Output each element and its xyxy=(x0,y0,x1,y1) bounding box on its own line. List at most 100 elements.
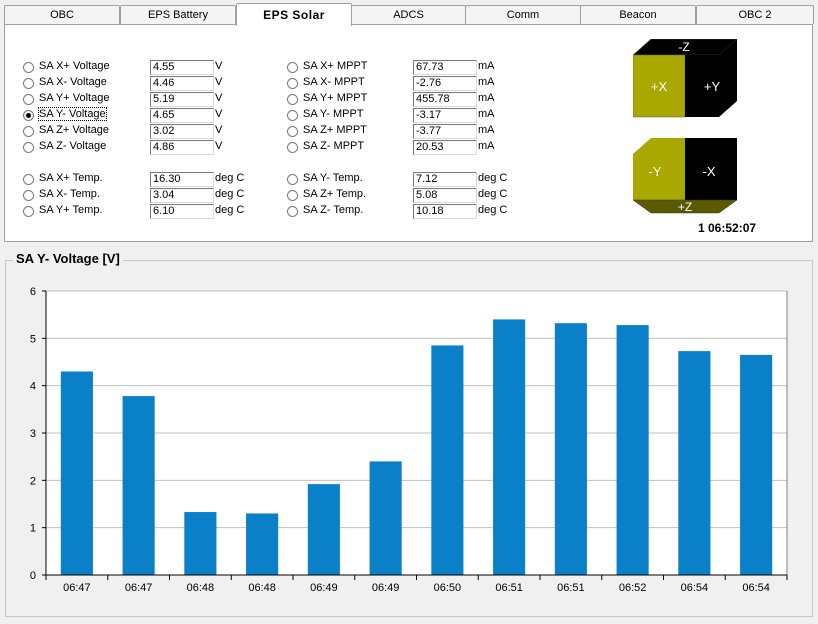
unit-sa-z-voltage: V xyxy=(215,124,223,136)
y-tick-label: 2 xyxy=(30,475,36,487)
radio-sa-y-voltage[interactable] xyxy=(23,110,34,121)
bar xyxy=(307,484,340,575)
tab-strip: OBC EPS Battery EPS Solar ADCS Comm Beacon OBC… xyxy=(4,3,814,26)
radio-sa-x-mppt[interactable] xyxy=(287,78,298,89)
value-sa-x-mppt: -2.76 xyxy=(413,76,477,91)
value-sa-x-temp: 16.30 xyxy=(150,172,214,187)
unit-sa-y-mppt: mA xyxy=(478,108,495,120)
radio-sa-x-voltage[interactable] xyxy=(23,78,34,89)
unit-sa-z-mppt: mA xyxy=(478,124,495,136)
unit-sa-x-mppt: mA xyxy=(478,76,495,88)
label-sa-y-voltage[interactable]: SA Y+ Voltage xyxy=(39,92,110,104)
tab-obc-2[interactable]: OBC 2 xyxy=(696,5,814,24)
tab-obc[interactable]: OBC xyxy=(4,5,120,24)
label-sa-x-mppt[interactable]: SA X- MPPT xyxy=(303,76,365,88)
radio-sa-z-voltage[interactable] xyxy=(23,142,34,153)
bar xyxy=(122,396,155,575)
label-sa-z-mppt[interactable]: SA Z- MPPT xyxy=(303,140,365,152)
x-tick-label: 06:47 xyxy=(63,582,91,594)
radio-sa-z-temp[interactable] xyxy=(287,190,298,201)
bar xyxy=(493,319,526,575)
tab-eps-battery[interactable]: EPS Battery xyxy=(120,5,236,24)
x-tick-label: 06:48 xyxy=(248,582,276,594)
cube-bottom-face-front xyxy=(633,138,685,200)
tab-beacon[interactable]: Beacon xyxy=(580,5,696,24)
bar xyxy=(616,325,649,575)
value-sa-y-mppt: -3.17 xyxy=(413,108,477,123)
unit-sa-y-voltage: V xyxy=(215,92,223,104)
unit-sa-x-voltage: V xyxy=(215,76,223,88)
radio-sa-z-mppt[interactable] xyxy=(287,142,298,153)
cube-bottom-label-side: -X xyxy=(703,164,716,179)
label-sa-y-voltage[interactable]: SA Y- Voltage xyxy=(38,107,107,121)
x-tick-label: 06:54 xyxy=(742,582,770,594)
tab-comm[interactable]: Comm xyxy=(465,5,581,24)
cube-top-label-top: -Z xyxy=(678,40,689,54)
cube-bottom-face-bottom xyxy=(633,199,738,214)
label-sa-x-temp[interactable]: SA X- Temp. xyxy=(39,188,100,200)
x-tick-label: 06:51 xyxy=(495,582,523,594)
radio-sa-z-temp[interactable] xyxy=(287,206,298,217)
radio-sa-z-mppt[interactable] xyxy=(287,126,298,137)
value-sa-x-voltage: 4.46 xyxy=(150,76,214,91)
label-sa-z-voltage[interactable]: SA Z+ Voltage xyxy=(39,124,110,136)
label-sa-z-mppt[interactable]: SA Z+ MPPT xyxy=(303,124,367,136)
bar xyxy=(431,345,464,575)
bar xyxy=(184,512,217,575)
cube-top-label-side: +Y xyxy=(704,79,721,94)
label-sa-y-mppt[interactable]: SA Y+ MPPT xyxy=(303,92,368,104)
cube-top-label-front: +X xyxy=(651,79,668,94)
y-tick-label: 6 xyxy=(30,286,36,298)
value-sa-y-temp: 7.12 xyxy=(413,172,477,187)
value-sa-y-voltage: 4.65 xyxy=(150,108,214,123)
bar xyxy=(246,513,279,575)
label-sa-z-temp[interactable]: SA Z- Temp. xyxy=(303,204,364,216)
value-sa-z-temp: 10.18 xyxy=(413,204,477,219)
label-sa-x-temp[interactable]: SA X+ Temp. xyxy=(39,172,103,184)
unit-sa-x-mppt: mA xyxy=(478,60,495,72)
label-sa-y-temp[interactable]: SA Y- Temp. xyxy=(303,172,363,184)
radio-sa-y-voltage[interactable] xyxy=(23,94,34,105)
unit-sa-y-temp: deg C xyxy=(478,172,508,184)
cube-top-face-side xyxy=(685,39,737,117)
value-sa-z-temp: 5.08 xyxy=(413,188,477,203)
radio-sa-x-temp[interactable] xyxy=(23,174,34,185)
x-tick-label: 06:51 xyxy=(557,582,585,594)
radio-sa-y-mppt[interactable] xyxy=(287,110,298,121)
label-sa-x-voltage[interactable]: SA X- Voltage xyxy=(39,76,107,88)
value-sa-y-voltage: 5.19 xyxy=(150,92,214,107)
bar xyxy=(740,354,773,575)
unit-sa-z-temp: deg C xyxy=(478,204,508,216)
y-tick-label: 4 xyxy=(30,381,36,393)
x-tick-label: 06:47 xyxy=(125,582,153,594)
tab-adcs[interactable]: ADCS xyxy=(351,5,466,24)
x-tick-label: 06:52 xyxy=(619,582,647,594)
label-sa-z-voltage[interactable]: SA Z- Voltage xyxy=(39,140,107,152)
value-sa-z-voltage: 3.02 xyxy=(150,124,214,139)
y-tick-label: 3 xyxy=(30,428,36,440)
radio-sa-y-mppt[interactable] xyxy=(287,94,298,105)
x-tick-label: 06:49 xyxy=(372,582,400,594)
radio-sa-x-mppt[interactable] xyxy=(287,62,298,73)
radio-sa-z-voltage[interactable] xyxy=(23,126,34,137)
label-sa-y-mppt[interactable]: SA Y- MPPT xyxy=(303,108,364,120)
tab-eps-solar[interactable]: EPS Solar xyxy=(236,3,352,26)
unit-sa-x-temp: deg C xyxy=(215,172,245,184)
bar xyxy=(60,371,93,575)
label-sa-z-temp[interactable]: SA Z+ Temp. xyxy=(303,188,367,200)
radio-sa-x-voltage[interactable] xyxy=(23,62,34,73)
eps-solar-panel: SA X+ Voltage 4.55 V SA X- Voltage 4.46 V SA Y… xyxy=(4,24,813,242)
unit-sa-z-mppt: mA xyxy=(478,140,495,152)
value-sa-y-temp: 6.10 xyxy=(150,204,214,219)
y-tick-label: 1 xyxy=(30,523,36,535)
radio-sa-y-temp[interactable] xyxy=(23,206,34,217)
radio-sa-x-temp[interactable] xyxy=(23,190,34,201)
bar xyxy=(554,323,587,575)
label-sa-x-voltage[interactable]: SA X+ Voltage xyxy=(39,60,110,72)
label-sa-y-temp[interactable]: SA Y+ Temp. xyxy=(39,204,103,216)
label-sa-x-mppt[interactable]: SA X+ MPPT xyxy=(303,60,368,72)
radio-sa-y-temp[interactable] xyxy=(287,174,298,185)
y-tick-label: 5 xyxy=(30,333,36,345)
attitude-cube-top: -Z +X +Y xyxy=(633,39,738,118)
value-sa-z-mppt: 20.53 xyxy=(413,140,477,155)
